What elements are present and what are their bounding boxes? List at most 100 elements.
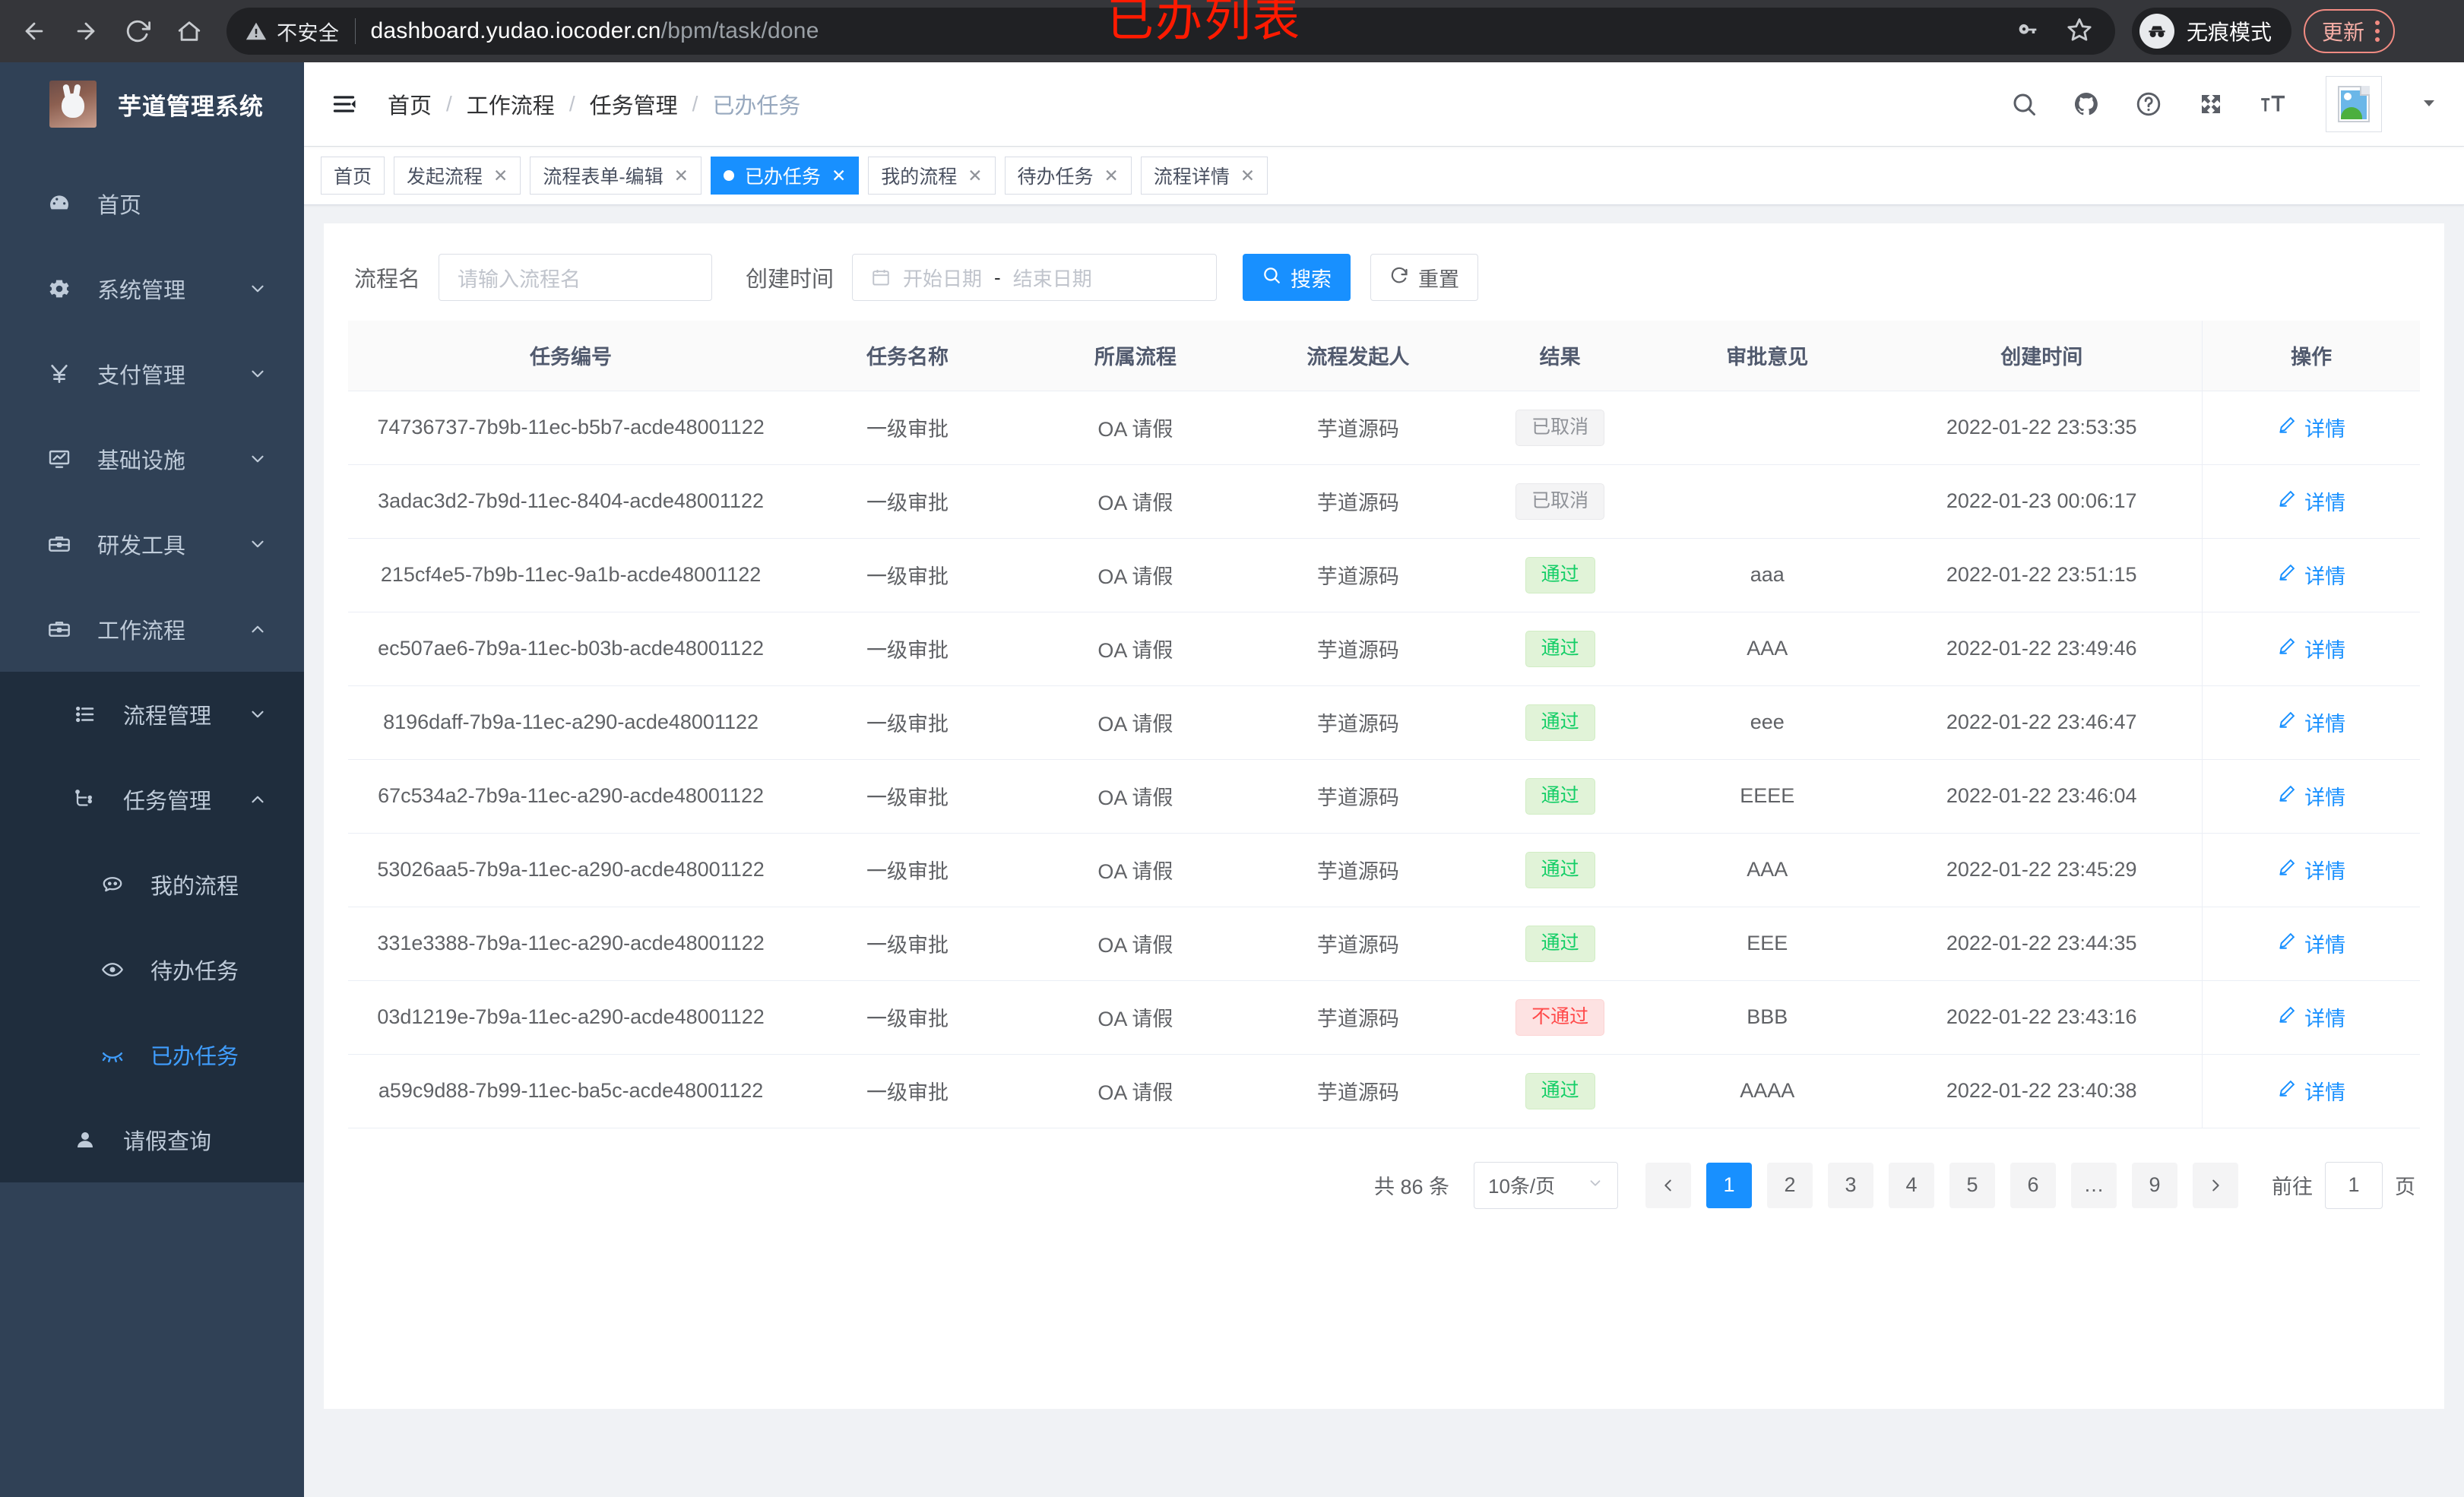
breadcrumb-item-home[interactable]: 首页 bbox=[388, 94, 432, 119]
pagination-page-button[interactable]: 5 bbox=[1949, 1162, 1995, 1208]
sidebar-brand[interactable]: 芋道管理系统 bbox=[0, 62, 304, 146]
detail-button[interactable]: 详情 bbox=[2277, 634, 2345, 663]
sidebar-item-label: 支付管理 bbox=[97, 364, 186, 388]
tab-process-detail[interactable]: 流程详情 ✕ bbox=[1140, 157, 1268, 195]
breadcrumb-item-task[interactable]: 任务管理 bbox=[589, 94, 678, 119]
breadcrumb-item-workflow[interactable]: 工作流程 bbox=[466, 94, 555, 119]
search-form: 流程名 请输入流程名 创建时间 开始日期 - 结束日期 bbox=[348, 246, 2420, 321]
sidebar-item-payment[interactable]: 支付管理 bbox=[0, 331, 304, 416]
panel: 流程名 请输入流程名 创建时间 开始日期 - 结束日期 bbox=[324, 223, 2444, 1409]
pagination-page-button[interactable]: 9 bbox=[2132, 1162, 2177, 1208]
tab-close-icon[interactable]: ✕ bbox=[831, 165, 847, 185]
page-size-select[interactable]: 10条/页 bbox=[1474, 1161, 1618, 1209]
list-icon bbox=[70, 703, 100, 726]
address-bar[interactable]: 不安全 dashboard.yudao.iocoder.cn/bpm/task/… bbox=[226, 8, 2115, 55]
forward-button[interactable] bbox=[62, 8, 109, 55]
bookmark-star-icon[interactable] bbox=[2067, 17, 2092, 46]
sidebar-item-task-management[interactable]: 任务管理 bbox=[0, 757, 304, 842]
cell-action: 详情 bbox=[2202, 907, 2420, 981]
chevron-up-icon bbox=[248, 790, 268, 809]
tab-close-icon[interactable]: ✕ bbox=[1240, 165, 1256, 185]
home-button[interactable] bbox=[166, 8, 213, 55]
sidebar-item-process-management[interactable]: 流程管理 bbox=[0, 672, 304, 757]
tab-close-icon[interactable]: ✕ bbox=[493, 165, 508, 185]
user-menu-caret-icon[interactable] bbox=[2420, 93, 2438, 116]
help-icon[interactable] bbox=[2131, 87, 2166, 122]
detail-button[interactable]: 详情 bbox=[2277, 1002, 2345, 1032]
cell-process: OA 请假 bbox=[1021, 391, 1249, 465]
status-badge: 通过 bbox=[1525, 556, 1595, 593]
reload-button[interactable] bbox=[114, 8, 161, 55]
password-key-icon[interactable] bbox=[2015, 17, 2041, 46]
sidebar-item-done-task[interactable]: 已办任务 bbox=[0, 1012, 304, 1097]
tab-close-icon[interactable]: ✕ bbox=[673, 165, 689, 185]
detail-button[interactable]: 详情 bbox=[2277, 781, 2345, 811]
tab-active-dot-icon bbox=[723, 170, 734, 181]
edit-pencil-icon bbox=[2277, 562, 2297, 587]
create-time-range-picker[interactable]: 开始日期 - 结束日期 bbox=[852, 254, 1218, 301]
table-body: 74736737-7b9b-11ec-b5b7-acde48001122 一级审批… bbox=[348, 391, 2420, 1128]
sidebar-item-devtools[interactable]: 研发工具 bbox=[0, 502, 304, 587]
process-name-input[interactable]: 请输入流程名 bbox=[439, 254, 713, 301]
end-date-placeholder: 结束日期 bbox=[1012, 267, 1092, 290]
pagination-total: 共 86 条 bbox=[1373, 1176, 1449, 1198]
tab-done-task[interactable]: 已办任务 ✕ bbox=[710, 157, 860, 195]
cell-opinion bbox=[1653, 391, 1882, 465]
back-button[interactable] bbox=[11, 8, 58, 55]
pagination-page-button[interactable]: 2 bbox=[1767, 1162, 1813, 1208]
tab-process-form-edit[interactable]: 流程表单-编辑 ✕ bbox=[530, 157, 702, 195]
sidebar-item-leave-query[interactable]: 请假查询 bbox=[0, 1097, 304, 1182]
cell-action: 详情 bbox=[2202, 759, 2420, 834]
tab-label: 流程表单-编辑 bbox=[543, 166, 664, 188]
tab-label: 待办任务 bbox=[1017, 166, 1094, 188]
pagination-page-button[interactable]: 4 bbox=[1889, 1162, 1934, 1208]
tab-my-process[interactable]: 我的流程 ✕ bbox=[868, 157, 996, 195]
page-size-label: 10条/页 bbox=[1488, 1175, 1556, 1198]
sidebar-item-workflow[interactable]: 工作流程 bbox=[0, 587, 304, 672]
incognito-indicator[interactable]: 无痕模式 bbox=[2132, 8, 2292, 55]
github-icon[interactable] bbox=[2069, 87, 2104, 122]
detail-button[interactable]: 详情 bbox=[2277, 560, 2345, 590]
sidebar-item-system[interactable]: 系统管理 bbox=[0, 246, 304, 331]
detail-button[interactable]: 详情 bbox=[2277, 707, 2345, 737]
avatar[interactable] bbox=[2326, 76, 2382, 132]
chat-icon bbox=[97, 873, 128, 896]
fullscreen-icon[interactable] bbox=[2193, 87, 2228, 122]
pagination-jump-input[interactable]: 1 bbox=[2325, 1161, 2383, 1209]
detail-button[interactable]: 详情 bbox=[2277, 855, 2345, 885]
search-icon[interactable] bbox=[2006, 87, 2041, 122]
pagination-page-button[interactable]: 6 bbox=[2010, 1162, 2056, 1208]
sidebar-item-label: 系统管理 bbox=[97, 279, 186, 303]
sidebar-item-home[interactable]: 首页 bbox=[0, 161, 304, 246]
brand-logo-icon bbox=[49, 81, 97, 128]
tab-close-icon[interactable]: ✕ bbox=[968, 165, 983, 185]
pagination-page-button[interactable]: 1 bbox=[1706, 1162, 1752, 1208]
sidebar-item-my-process[interactable]: 我的流程 bbox=[0, 842, 304, 927]
cell-opinion bbox=[1653, 464, 1882, 539]
detail-button[interactable]: 详情 bbox=[2277, 486, 2345, 516]
chrome-menu-icon[interactable] bbox=[2375, 21, 2380, 42]
detail-label: 详情 bbox=[2304, 786, 2346, 809]
sidebar-item-infrastructure[interactable]: 基础设施 bbox=[0, 416, 304, 502]
cell-created-time: 2022-01-23 00:06:17 bbox=[1881, 464, 2203, 539]
sidebar-item-todo-task[interactable]: 待办任务 bbox=[0, 927, 304, 1012]
edit-pencil-icon bbox=[2277, 489, 2297, 514]
sidebar-toggle-icon[interactable] bbox=[328, 87, 362, 121]
search-button[interactable]: 搜索 bbox=[1243, 254, 1351, 301]
update-button[interactable]: 更新 bbox=[2304, 9, 2396, 53]
detail-button[interactable]: 详情 bbox=[2277, 1076, 2345, 1106]
font-size-icon[interactable] bbox=[2256, 87, 2291, 122]
detail-button[interactable]: 详情 bbox=[2277, 929, 2345, 958]
pagination-prev-button[interactable] bbox=[1645, 1162, 1691, 1208]
tab-close-icon[interactable]: ✕ bbox=[1104, 165, 1119, 185]
reset-button[interactable]: 重置 bbox=[1370, 254, 1479, 301]
detail-button[interactable]: 详情 bbox=[2277, 413, 2345, 442]
tab-start-process[interactable]: 发起流程 ✕ bbox=[394, 157, 521, 195]
pagination-next-button[interactable] bbox=[2193, 1162, 2238, 1208]
pagination-page-button[interactable]: 3 bbox=[1828, 1162, 1873, 1208]
tab-home[interactable]: 首页 bbox=[321, 157, 385, 195]
edit-pencil-icon bbox=[2277, 857, 2297, 882]
tab-todo-task[interactable]: 待办任务 ✕ bbox=[1004, 157, 1132, 195]
cell-created-time: 2022-01-22 23:44:35 bbox=[1881, 907, 2203, 981]
cell-task-id: ec507ae6-7b9a-11ec-b03b-acde48001122 bbox=[348, 612, 794, 686]
